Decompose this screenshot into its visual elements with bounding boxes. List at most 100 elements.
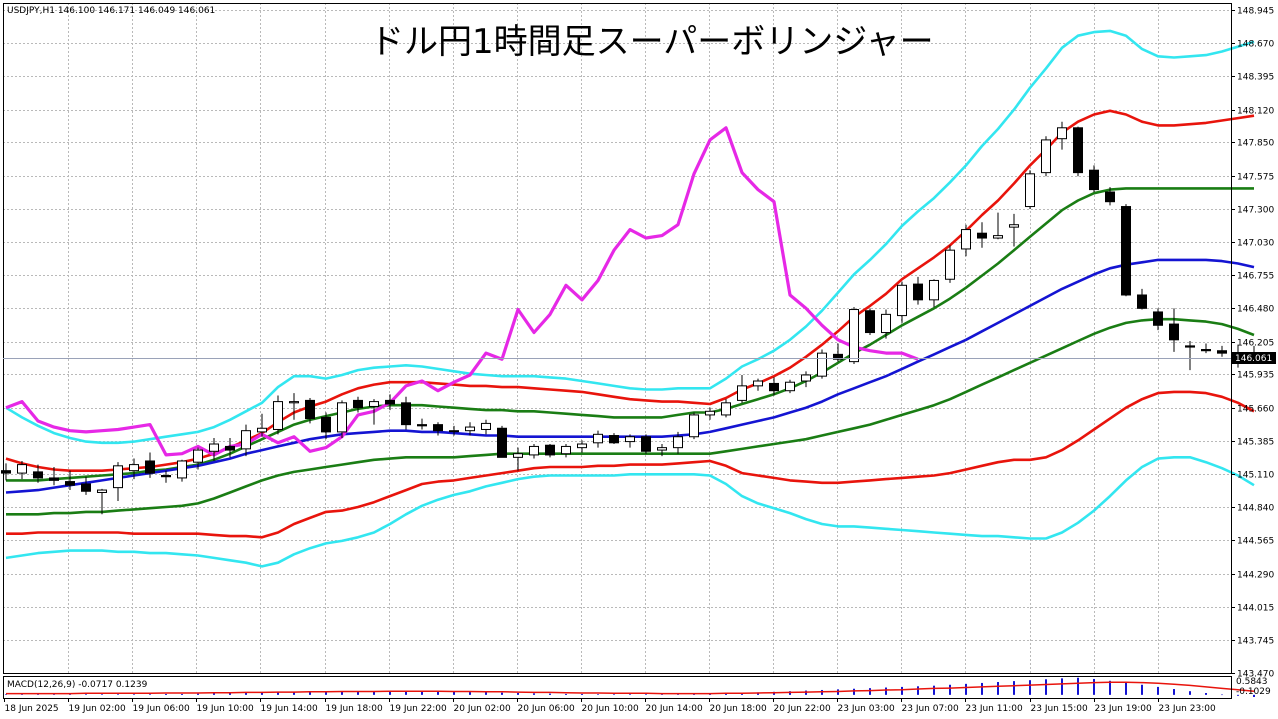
candle (337, 400, 347, 438)
candle-body-up (273, 401, 283, 430)
candle (913, 276, 923, 305)
macd-bar (325, 691, 327, 695)
candle-body-down (1121, 206, 1131, 296)
macd-bar (549, 693, 551, 695)
candle-body-up (737, 385, 747, 401)
candle-body-up (513, 453, 523, 458)
candle (1153, 308, 1163, 331)
candle (625, 434, 635, 448)
macd-bar (725, 693, 727, 695)
candle (353, 396, 363, 413)
macd-bar (1013, 681, 1015, 695)
candle-body-down (1153, 311, 1163, 326)
candle-body-down (385, 399, 395, 405)
price-panel-frame (3, 3, 1232, 674)
candle (449, 425, 459, 436)
band-sigma-minus2 (6, 390, 1255, 539)
macd-bar (1029, 680, 1031, 695)
candle (161, 470, 171, 483)
candle-body-down (1073, 127, 1083, 174)
candle-body-up (369, 401, 379, 407)
candle-body-down (977, 232, 987, 239)
macd-bar (933, 685, 935, 695)
macd-bar (677, 694, 679, 695)
candle-body-down (1201, 349, 1211, 352)
candle (17, 460, 27, 480)
y-tick-label: 144.565 (1237, 537, 1274, 547)
candle-body-up (801, 374, 811, 382)
x-tick-label: 19 Jun 10:00 (197, 704, 254, 714)
macd-bar (421, 691, 423, 695)
macd-bar (885, 687, 887, 695)
candle (929, 279, 939, 308)
candle-body-up (177, 460, 187, 479)
candle-body-down (641, 436, 651, 452)
candle (369, 399, 379, 425)
candle (401, 396, 411, 430)
x-tick-label: 19 Jun 22:00 (390, 704, 447, 714)
macd-bar (1205, 693, 1207, 695)
y-tick-label: 143.470 (1237, 670, 1274, 680)
x-tick-label: 23 Jun 07:00 (902, 704, 959, 714)
candle-body-up (449, 430, 459, 433)
candle-body-down (145, 460, 155, 474)
macd-bar (581, 693, 583, 695)
macd-bar (437, 691, 439, 695)
y-tick-label: 144.290 (1237, 571, 1274, 581)
candle-body-down (769, 382, 779, 392)
macd-bar (901, 686, 903, 695)
candle-body-down (65, 481, 75, 486)
macd-bar (1109, 680, 1111, 695)
candle (1073, 126, 1083, 177)
macd-bar (1061, 678, 1063, 695)
macd-bar (661, 694, 663, 695)
y-tick-label: 147.850 (1237, 139, 1274, 149)
candle (433, 422, 443, 436)
candle (673, 431, 683, 454)
candle (65, 470, 75, 491)
candle-body-up (721, 402, 731, 416)
candle-body-up (193, 449, 203, 463)
candle-body-down (49, 477, 59, 481)
x-tick-label: 20 Jun 18:00 (710, 704, 767, 714)
macd-bar (245, 692, 247, 695)
macd-signal-line (6, 681, 1255, 695)
candle-body-down (1, 470, 11, 474)
candle-body-up (785, 381, 795, 392)
candle-body-up (113, 465, 123, 489)
candle-body-up (17, 464, 27, 474)
macd-bar (613, 694, 615, 695)
macd-bar (21, 694, 23, 695)
candle-body-down (913, 283, 923, 301)
candle (513, 447, 523, 471)
candle-body-up (577, 443, 587, 449)
candle (305, 397, 315, 424)
candle (785, 379, 795, 394)
macd-bar (357, 691, 359, 695)
macd-bar (373, 691, 375, 695)
macd-bar (37, 694, 39, 695)
candle-body-up (1025, 173, 1035, 208)
candle-body-up (993, 235, 1003, 239)
time-axis: 18 Jun 2025 19 Jun 02:00 19 Jun 06:00 19 Ju… (4, 698, 1216, 714)
macd-bar (69, 694, 71, 695)
macd-bar (101, 694, 103, 695)
candle (1217, 345, 1227, 357)
macd-bar (1157, 686, 1159, 695)
macd-bar (117, 694, 119, 695)
candle-body-down (1217, 350, 1227, 354)
macd-bar (629, 694, 631, 695)
candle (1, 463, 11, 481)
candle-body-down (225, 445, 235, 451)
x-tick-label: 18 Jun 2025 (5, 704, 59, 714)
candle-body-up (625, 436, 635, 443)
x-tick-label: 19 Jun 18:00 (326, 704, 383, 714)
x-tick-label: 19 Jun 14:00 (261, 704, 318, 714)
candle (865, 308, 875, 335)
candle-body-up (945, 249, 955, 280)
macd-panel-frame (3, 676, 1232, 699)
y-tick-label: 145.385 (1237, 438, 1274, 448)
candle (81, 476, 91, 495)
candle-body-down (1089, 169, 1099, 191)
macd-bar (85, 694, 87, 695)
